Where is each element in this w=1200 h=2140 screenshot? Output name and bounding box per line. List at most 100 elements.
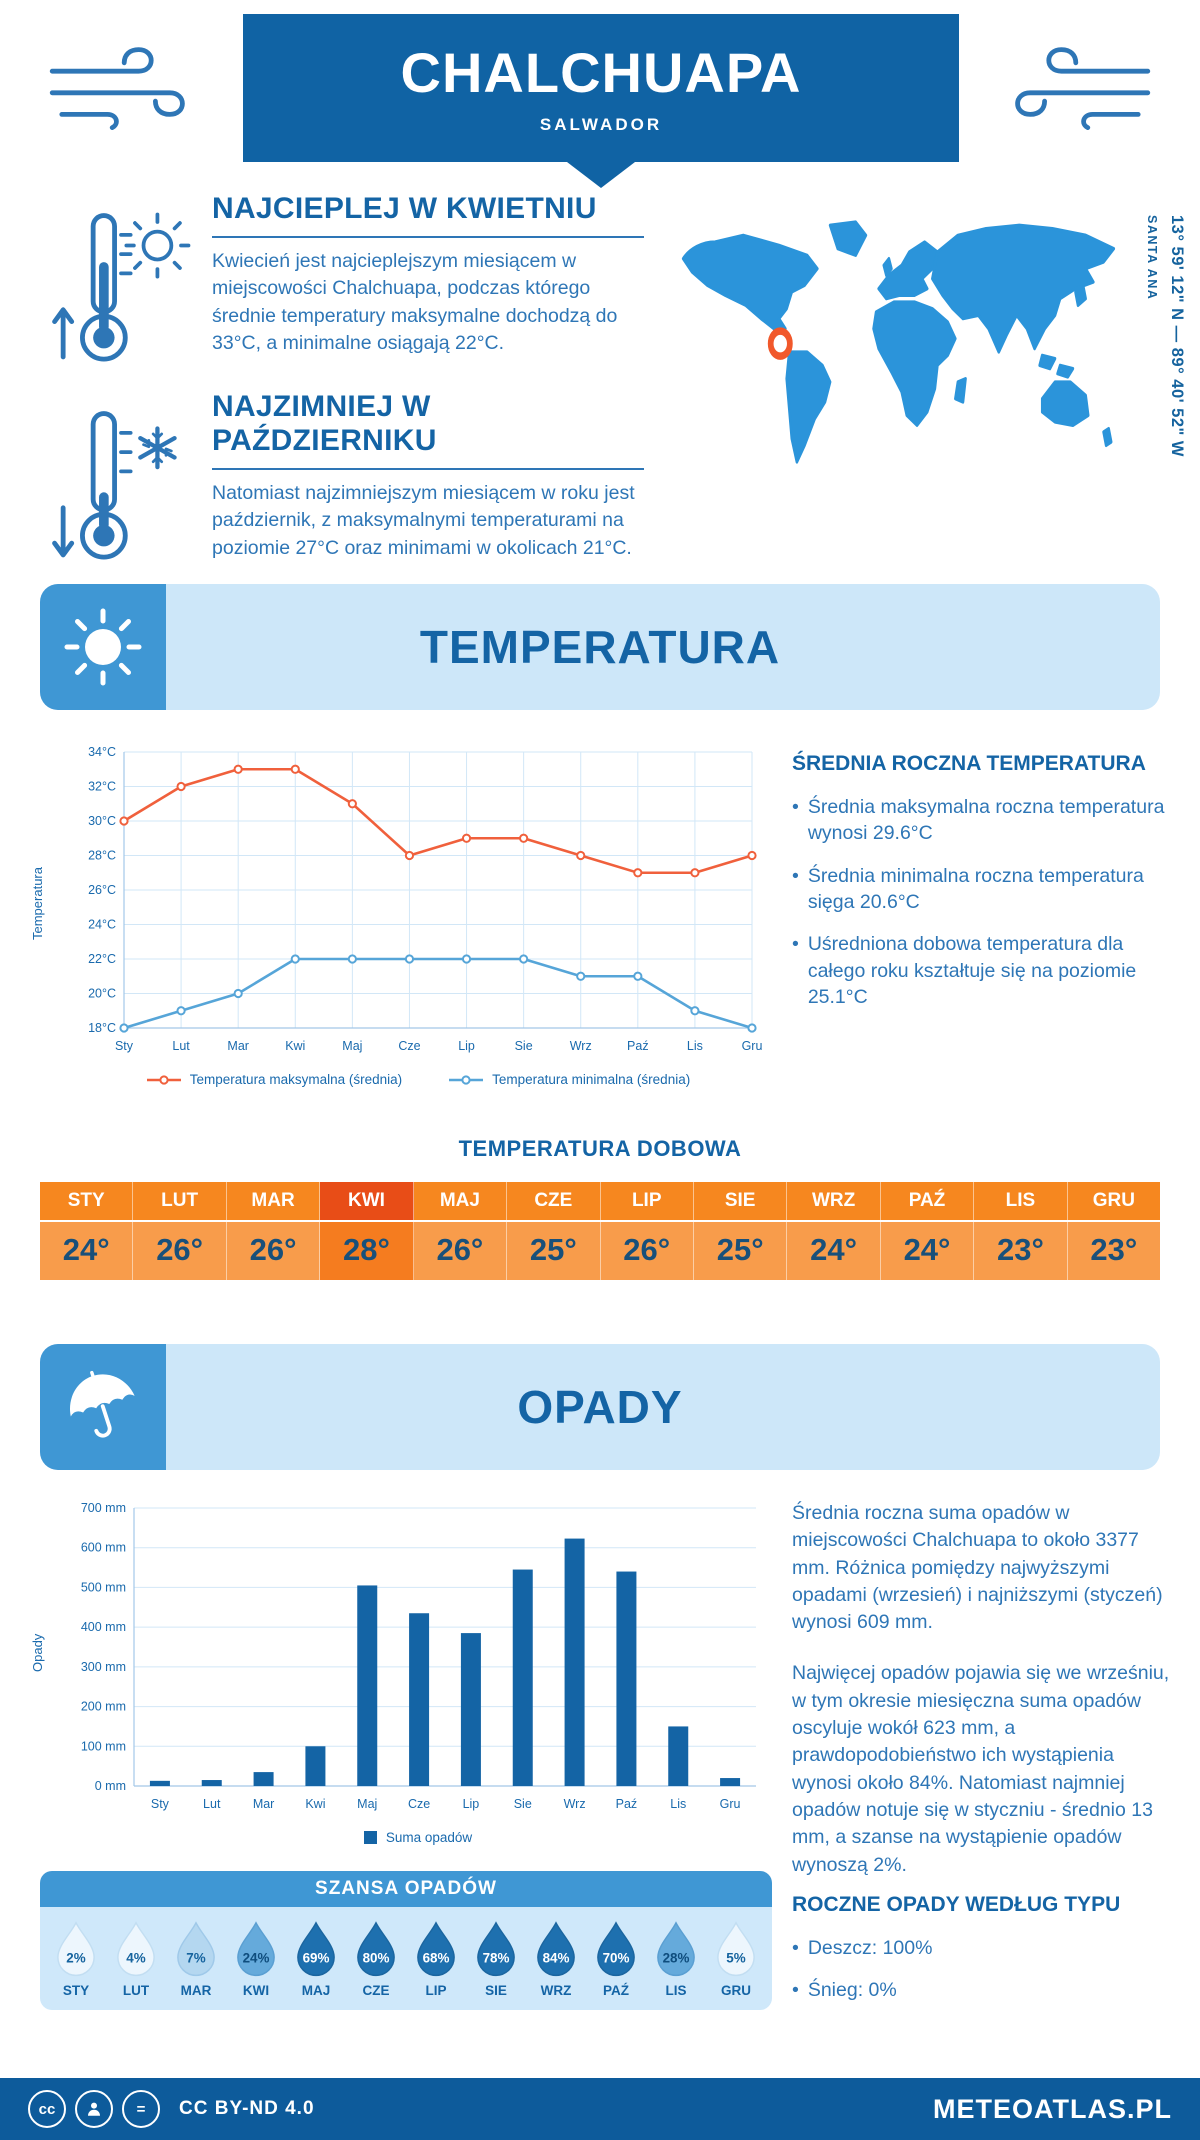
svg-text:0 mm: 0 mm xyxy=(95,1779,126,1793)
svg-text:7%: 7% xyxy=(186,1951,205,1966)
bullet-item: • Śnieg: 0% xyxy=(792,1979,897,2002)
svg-text:Gru: Gru xyxy=(720,1797,741,1811)
daily-temp-value: 23° xyxy=(1067,1222,1161,1280)
svg-text:Cze: Cze xyxy=(408,1797,430,1811)
chance-month-label: KWI xyxy=(242,1983,270,1998)
chance-month-label: LIS xyxy=(665,1983,687,1998)
svg-text:Mar: Mar xyxy=(227,1039,249,1053)
chance-month-label: CZE xyxy=(362,1983,390,1998)
svg-text:Gru: Gru xyxy=(742,1039,763,1053)
svg-text:28°C: 28°C xyxy=(88,849,116,863)
svg-text:Lut: Lut xyxy=(172,1039,190,1053)
svg-text:Sie: Sie xyxy=(515,1039,533,1053)
daily-temperature-table: STY LUT MAR KWI MAJ CZE LIP SIE WRZ PAŹ LIS GRU 24°… xyxy=(40,1182,1161,1280)
daily-month: GRU xyxy=(1067,1182,1161,1220)
svg-text:Sty: Sty xyxy=(151,1797,170,1811)
svg-text:80%: 80% xyxy=(363,1951,390,1966)
daily-month: PAŹ xyxy=(880,1182,975,1220)
chance-month-column: 78% SIE xyxy=(466,1921,526,1998)
no-derivatives-icon: = xyxy=(122,2090,160,2128)
svg-text:400 mm: 400 mm xyxy=(81,1620,126,1634)
cc-icon: cc xyxy=(28,2090,66,2128)
sun-icon xyxy=(40,584,166,710)
svg-text:Sie: Sie xyxy=(514,1797,532,1811)
chance-month-column: 84% WRZ xyxy=(526,1921,586,1998)
chance-title: SZANSA OPADÓW xyxy=(40,1871,772,1907)
svg-text:68%: 68% xyxy=(423,1951,450,1966)
bullet-item: • Średnia minimalna roczna temperatura si… xyxy=(792,864,1144,913)
droplet-icon: 7% xyxy=(177,1921,215,1977)
droplet-icon: 84% xyxy=(537,1921,575,1977)
droplet-icon: 69% xyxy=(297,1921,335,1977)
svg-text:84%: 84% xyxy=(543,1951,570,1966)
svg-text:Mar: Mar xyxy=(253,1797,275,1811)
precipitation-banner: OPADY xyxy=(40,1344,1160,1470)
chance-month-column: 70% PAŹ xyxy=(586,1921,646,1998)
droplet-icon: 70% xyxy=(597,1921,635,1977)
chance-month-label: SIE xyxy=(485,1983,507,1998)
coordinates-label: 13° 59' 12" N — 89° 40' 52" W xyxy=(1168,215,1186,457)
page-subtitle: SALWADOR xyxy=(539,115,663,134)
location-marker xyxy=(767,327,793,360)
svg-text:24%: 24% xyxy=(243,1951,270,1966)
coldest-heading: NAJZIMNIEJ W PAŹDZIERNIKU xyxy=(212,390,644,470)
bullet-item: • Uśredniona dobowa temperatura dla całeg… xyxy=(792,933,1137,1008)
stats-list: • Średnia maksymalna roczna temperatura w… xyxy=(792,794,1170,1010)
chance-grid: 2% STY 4% LUT 7% MAR 24% KWI 69% MAJ 80% CZE 68% LIP 7… xyxy=(40,1907,772,2010)
chance-month-column: 24% KWI xyxy=(226,1921,286,1998)
chance-month-column: 7% MAR xyxy=(166,1921,226,1998)
daily-month: LUT xyxy=(133,1182,227,1220)
daily-month: STY xyxy=(40,1182,134,1220)
coldest-text: Natomiast najzimniejszym miesiącem w rok… xyxy=(212,482,635,559)
daily-temp-value: 25° xyxy=(693,1222,788,1280)
legend-label: Suma opadów xyxy=(385,1830,473,1845)
svg-text:70%: 70% xyxy=(603,1951,630,1966)
svg-text:Wrz: Wrz xyxy=(570,1039,592,1053)
chance-month-label: LIP xyxy=(425,1983,447,1998)
svg-text:Lis: Lis xyxy=(670,1797,686,1811)
daily-month: SIE xyxy=(693,1182,788,1220)
chance-month-label: WRZ xyxy=(540,1983,572,1998)
thermometer-sun-icon xyxy=(52,212,191,362)
svg-text:Maj: Maj xyxy=(357,1797,377,1811)
svg-text:Lip: Lip xyxy=(458,1039,475,1053)
chance-month-column: 4% LUT xyxy=(106,1921,166,1998)
precipitation-chance-panel: SZANSA OPADÓW 2% STY 4% LUT 7% MAR 24% KWI 69% MA… xyxy=(40,1871,772,2010)
daily-month: KWI xyxy=(320,1182,414,1220)
daily-temp-value: 26° xyxy=(226,1222,321,1280)
svg-text:300 mm: 300 mm xyxy=(81,1660,126,1674)
daily-temp-value: 26° xyxy=(600,1222,694,1280)
daily-temp-value: 24° xyxy=(880,1222,975,1280)
daily-temperature-heading: TEMPERATURA DOBOWA xyxy=(458,1136,742,1161)
svg-text:Lut: Lut xyxy=(203,1797,221,1811)
svg-text:Lip: Lip xyxy=(463,1797,480,1811)
svg-text:100 mm: 100 mm xyxy=(81,1739,126,1753)
droplet-icon: 28% xyxy=(657,1921,695,1977)
droplet-icon: 80% xyxy=(357,1921,395,1977)
daily-temp-value: 24° xyxy=(787,1222,881,1280)
svg-text:Kwi: Kwi xyxy=(285,1039,305,1053)
header-banner: CHALCHUAPA SALWADOR xyxy=(243,14,959,162)
precipitation-type: ROCZNE OPADY WEDŁUG TYPU • Deszcz: 100% • Ś… xyxy=(792,1893,1172,2020)
droplet-icon: 68% xyxy=(417,1921,455,1977)
precipitation-description: Średnia roczna suma opadów w miejscowośc… xyxy=(792,1500,1172,1903)
license-label: CC BY-ND 4.0 xyxy=(179,2098,315,2119)
footer: cc = CC BY-ND 4.0 METEOATLAS.PL xyxy=(0,2078,1200,2140)
chance-month-label: MAR xyxy=(180,1983,212,1998)
svg-text:2%: 2% xyxy=(66,1951,85,1966)
page-title: CHALCHUAPA xyxy=(400,41,802,104)
svg-text:28%: 28% xyxy=(663,1951,690,1966)
svg-text:Wrz: Wrz xyxy=(564,1797,586,1811)
temperature-title: TEMPERATURA xyxy=(419,621,781,673)
site-name: METEOATLAS.PL xyxy=(933,2093,1172,2124)
chance-month-column: 69% MAJ xyxy=(286,1921,346,1998)
daily-month: LIP xyxy=(600,1182,694,1220)
svg-text:78%: 78% xyxy=(483,1951,510,1966)
svg-text:18°C: 18°C xyxy=(88,1021,116,1035)
daily-temp-value: 28° xyxy=(320,1222,414,1280)
daily-month: MAR xyxy=(226,1182,321,1220)
legend-item: Temperatura maksymalna (średnia) xyxy=(146,1072,402,1087)
chance-month-label: PAŹ xyxy=(603,1983,629,1998)
precip-paragraph-2: Najwięcej opadów pojawia się we wrześniu… xyxy=(792,1662,1170,1876)
svg-text:24°C: 24°C xyxy=(88,918,116,932)
